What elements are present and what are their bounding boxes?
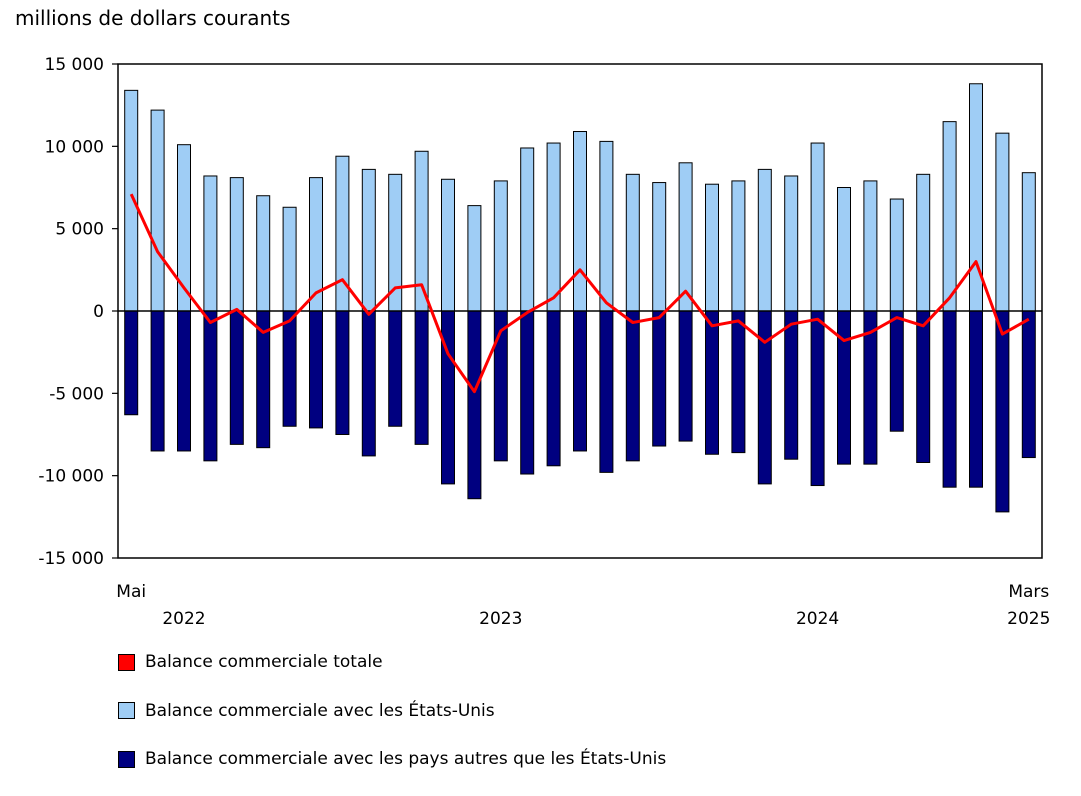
legend-swatch-other — [118, 751, 135, 768]
bar-us — [600, 141, 613, 311]
x-year-label: 2022 — [162, 609, 205, 629]
legend-item-total: Balance commerciale totale — [118, 650, 666, 674]
bar-us — [943, 122, 956, 311]
y-tick-label: 5 000 — [55, 220, 104, 240]
y-axis-ticks: 15 000 10 000 5 000 0 -5 000 -10 000 -15 000 — [38, 55, 118, 569]
bar-us — [785, 176, 798, 311]
bar-other — [1022, 311, 1035, 458]
legend-item-other: Balance commerciale avec les pays autres… — [118, 747, 666, 771]
bar-other — [362, 311, 375, 456]
y-tick-label: 15 000 — [45, 55, 104, 75]
legend-label-total: Balance commerciale totale — [145, 652, 383, 672]
bar-us — [362, 169, 375, 311]
bar-us — [917, 174, 930, 311]
bar-us — [890, 199, 903, 311]
bar-other — [996, 311, 1009, 512]
bar-other — [389, 311, 402, 426]
bar-us — [758, 169, 771, 311]
bar-other — [626, 311, 639, 461]
y-axis-label: millions de dollars courants — [15, 6, 290, 30]
y-tick-label: -10 000 — [38, 467, 104, 487]
bars — [125, 84, 1036, 512]
bar-other — [679, 311, 692, 441]
bar-other — [310, 311, 323, 428]
bar-us — [151, 110, 164, 311]
legend-item-us: Balance commerciale avec les États-Unis — [118, 699, 666, 723]
bar-other — [336, 311, 349, 435]
bar-us — [1022, 173, 1035, 311]
x-end-month-label: Mars — [1008, 582, 1049, 602]
bar-us — [626, 174, 639, 311]
bar-other — [600, 311, 613, 472]
bar-us — [706, 184, 719, 311]
bar-other — [547, 311, 560, 466]
x-year-label: 2023 — [479, 609, 522, 629]
legend-swatch-total — [118, 654, 135, 671]
y-tick-label: -5 000 — [49, 384, 104, 404]
x-year-label: 2024 — [796, 609, 839, 629]
bar-other — [943, 311, 956, 487]
bar-other — [151, 311, 164, 451]
bar-other — [204, 311, 217, 461]
bar-other — [521, 311, 534, 474]
bar-other — [890, 311, 903, 431]
bar-other — [785, 311, 798, 459]
bar-us — [521, 148, 534, 311]
bar-other — [838, 311, 851, 464]
y-tick-label: 10 000 — [45, 137, 104, 157]
bar-us — [574, 132, 587, 311]
bar-us — [494, 181, 507, 311]
bar-us — [547, 143, 560, 311]
bar-other — [468, 311, 481, 499]
bar-other — [706, 311, 719, 454]
bar-other — [178, 311, 191, 451]
y-tick-label: 0 — [93, 302, 104, 322]
bar-us — [283, 207, 296, 311]
bar-us — [442, 179, 455, 311]
bar-us — [679, 163, 692, 311]
bar-us — [732, 181, 745, 311]
x-year-label: 2025 — [1007, 609, 1050, 629]
bar-other — [917, 311, 930, 462]
bar-other — [283, 311, 296, 426]
bar-us — [838, 188, 851, 312]
bar-us — [257, 196, 270, 311]
legend-label-other: Balance commerciale avec les pays autres… — [145, 749, 666, 769]
bar-other — [230, 311, 243, 444]
bar-us — [204, 176, 217, 311]
bar-us — [864, 181, 877, 311]
bar-us — [811, 143, 824, 311]
x-start-month-label: Mai — [116, 582, 146, 602]
bar-us — [996, 133, 1009, 311]
y-tick-label: -15 000 — [38, 549, 104, 569]
bar-other — [125, 311, 138, 415]
trade-balance-chart: millions de dollars courants 15 000 10 00… — [0, 0, 1081, 640]
bar-other — [970, 311, 983, 487]
bar-other — [442, 311, 455, 484]
legend-swatch-us — [118, 702, 135, 719]
bar-other — [415, 311, 428, 444]
bar-us — [468, 206, 481, 311]
x-axis-labels: Mai Mars 2022 2023 2024 2025 — [116, 582, 1050, 629]
bar-us — [653, 183, 666, 311]
bar-us — [230, 178, 243, 311]
bar-other — [574, 311, 587, 451]
bar-other — [653, 311, 666, 446]
legend: Balance commerciale totale Balance comme… — [118, 650, 666, 796]
bar-other — [732, 311, 745, 453]
legend-label-us: Balance commerciale avec les États-Unis — [145, 701, 495, 721]
bar-other — [811, 311, 824, 486]
